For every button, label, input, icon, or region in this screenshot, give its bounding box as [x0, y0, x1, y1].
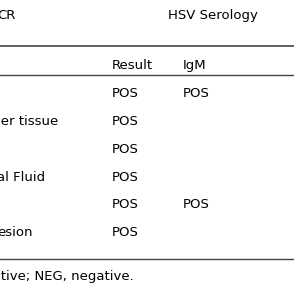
- Text: al Fluid: al Fluid: [0, 171, 45, 183]
- Text: POS: POS: [112, 198, 138, 211]
- Text: POS: POS: [112, 87, 138, 100]
- Text: HSV Serology: HSV Serology: [168, 9, 258, 22]
- Text: Result: Result: [112, 59, 153, 72]
- Text: CR: CR: [0, 9, 15, 22]
- Text: IgM: IgM: [182, 59, 206, 72]
- Text: POS: POS: [112, 143, 138, 156]
- Text: esion: esion: [0, 226, 33, 239]
- Text: POS: POS: [112, 226, 138, 239]
- Text: POS: POS: [182, 198, 209, 211]
- Text: POS: POS: [182, 87, 209, 100]
- Text: itive; NEG, negative.: itive; NEG, negative.: [0, 270, 134, 283]
- Text: POS: POS: [112, 115, 138, 128]
- Text: ler tissue: ler tissue: [0, 115, 58, 128]
- Text: POS: POS: [112, 171, 138, 183]
